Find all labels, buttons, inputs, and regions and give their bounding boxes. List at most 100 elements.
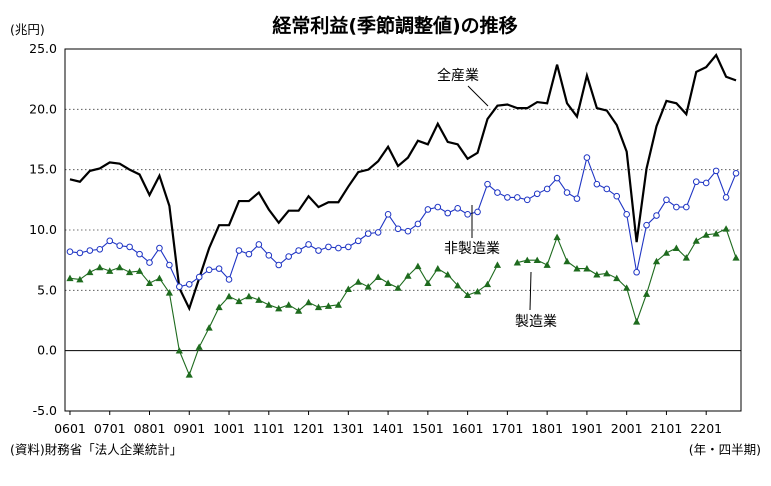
data-point <box>295 247 302 254</box>
data-point <box>643 221 650 229</box>
data-point <box>662 249 671 256</box>
data-point <box>245 292 253 300</box>
y-tick-label: 15.0 <box>29 162 57 177</box>
y-tick-label: 10.0 <box>29 222 57 237</box>
x-tick-label: 1501 <box>412 421 444 436</box>
data-point <box>722 194 730 201</box>
data-point <box>225 276 233 283</box>
x-tick-label: 1601 <box>452 421 484 436</box>
y-tick-label: 0.0 <box>37 343 57 358</box>
annotation-leader <box>467 85 489 107</box>
data-point <box>275 304 283 312</box>
data-point <box>483 280 492 288</box>
data-point <box>493 261 502 268</box>
y-tick-label: -5.0 <box>33 403 57 418</box>
data-point <box>414 220 422 228</box>
y-tick-label: 25.0 <box>29 41 57 56</box>
data-point <box>683 203 690 211</box>
data-point <box>215 265 223 272</box>
data-point <box>484 180 491 188</box>
data-point <box>573 195 581 202</box>
x-tick-label: 1001 <box>213 421 245 436</box>
data-point <box>265 252 273 259</box>
x-tick-label: 1801 <box>531 421 563 436</box>
data-point <box>583 154 591 161</box>
data-point <box>126 268 134 276</box>
data-point <box>255 241 263 248</box>
plot-frame <box>64 48 742 412</box>
data-point <box>325 243 332 251</box>
data-point <box>314 303 323 311</box>
data-point <box>374 229 382 236</box>
annotation-label: 全産業 <box>437 67 479 84</box>
data-point <box>354 278 362 285</box>
data-point <box>633 268 640 276</box>
data-point <box>215 303 223 311</box>
data-point <box>145 279 154 286</box>
data-point <box>732 169 740 177</box>
x-axis-ticks: 0601 0701 0801 0901 1001 1101 1201 1301 1401 1501… <box>54 411 722 436</box>
data-point <box>652 257 661 265</box>
data-point <box>454 281 462 289</box>
annotation-label: 製造業 <box>515 314 557 330</box>
data-point <box>374 273 382 280</box>
data-point <box>275 261 283 269</box>
y-tick-label: 5.0 <box>37 282 57 297</box>
data-point <box>354 237 362 245</box>
data-point <box>583 265 591 272</box>
data-point <box>265 301 273 308</box>
data-point <box>494 189 501 196</box>
data-point <box>702 231 710 238</box>
data-point <box>106 237 114 245</box>
data-point <box>195 343 203 350</box>
series-line <box>69 228 737 377</box>
data-point <box>603 185 611 193</box>
data-point <box>514 194 521 201</box>
data-point <box>324 302 333 309</box>
data-point <box>474 208 481 216</box>
x-tick-label: 0701 <box>94 421 126 436</box>
x-tick-label: 1101 <box>253 421 285 436</box>
data-point <box>334 301 342 308</box>
data-point <box>86 247 94 254</box>
data-point <box>305 241 312 248</box>
data-point <box>523 196 531 204</box>
x-tick-label: 0801 <box>134 421 166 436</box>
data-point <box>394 225 402 233</box>
annotation-leader <box>529 271 532 311</box>
y-axis-ticks: -5.0 0.0 5.0 10.0 15.0 20.0 25.0 <box>29 41 57 418</box>
data-point <box>205 266 213 274</box>
data-point <box>165 289 173 296</box>
data-point <box>454 204 461 212</box>
data-point <box>404 272 412 279</box>
data-point <box>464 291 472 299</box>
data-point <box>653 212 660 219</box>
data-point <box>126 243 133 251</box>
data-point <box>663 196 670 204</box>
data-point <box>593 180 601 188</box>
data-point <box>96 246 104 253</box>
data-point <box>285 253 292 260</box>
data-point <box>304 298 313 306</box>
data-point <box>593 271 601 278</box>
data-point <box>692 237 700 244</box>
y-unit-label: (兆円) <box>10 22 45 37</box>
data-point <box>712 167 720 175</box>
data-point <box>563 257 571 265</box>
annotation-label: 非製造業 <box>444 241 500 257</box>
data-point <box>712 230 720 237</box>
data-point <box>384 279 392 286</box>
data-point <box>603 269 611 277</box>
x-tick-label: 2001 <box>611 421 643 436</box>
series-2 <box>66 225 740 378</box>
data-point <box>553 174 561 182</box>
x-unit-label: (年・四半期) <box>689 442 761 457</box>
x-tick-label: 2201 <box>690 421 722 436</box>
data-point <box>176 283 183 291</box>
data-point <box>424 279 432 286</box>
x-tick-label: 1401 <box>372 421 404 436</box>
data-point <box>86 268 94 276</box>
data-point <box>116 263 124 271</box>
